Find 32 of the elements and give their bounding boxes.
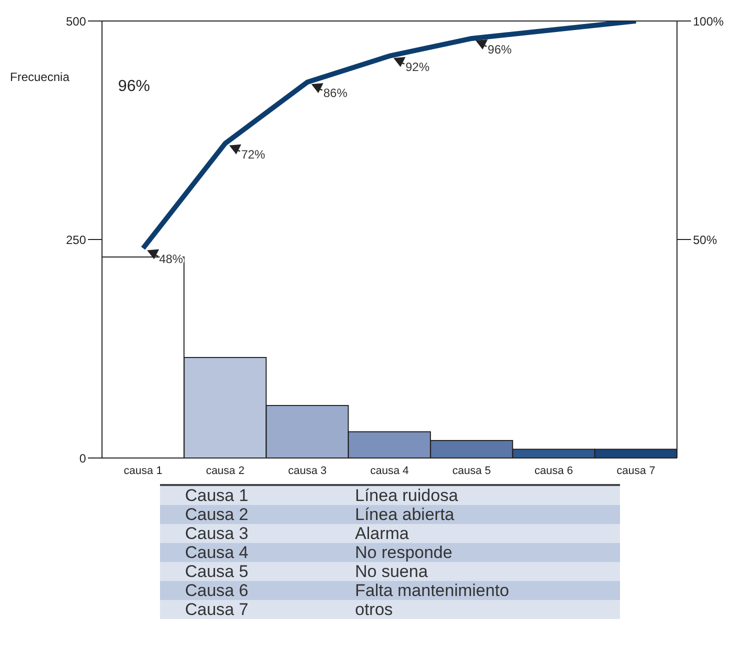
text: Falta mantenimiento xyxy=(355,581,510,600)
text: Alarma xyxy=(355,524,409,543)
text: No suena xyxy=(355,562,428,581)
annotation: 96% xyxy=(118,78,150,96)
x-tick-label: causa 5 xyxy=(452,464,491,477)
y2-tick-label: 100% xyxy=(693,14,724,28)
x-tick-label: causa 1 xyxy=(124,464,162,477)
text: otros xyxy=(355,600,393,619)
y-tick-label: 0 xyxy=(79,451,86,466)
text: Causa 4 xyxy=(184,543,250,562)
y-tick-label: 250 xyxy=(66,232,86,247)
y-tick-label: 500 xyxy=(66,14,86,28)
text: No responde xyxy=(355,543,452,562)
text: Causa 5 xyxy=(184,562,250,581)
text: Causa 7 xyxy=(184,600,250,619)
data-label: 96% xyxy=(488,42,512,56)
text: Causa 2 xyxy=(184,505,250,524)
text: Línea abierta xyxy=(355,505,454,524)
text: Causa 6 xyxy=(184,581,250,600)
data-label: 72% xyxy=(241,147,266,162)
y-axis-title: Frecuecnia xyxy=(10,70,70,84)
y2-tick-label: 50% xyxy=(693,232,718,247)
x-tick-label: causa 7 xyxy=(616,464,656,477)
x-tick-label: causa 6 xyxy=(534,464,574,477)
x-tick-label: causa 2 xyxy=(206,464,244,477)
x-tick-label: causa 4 xyxy=(370,464,409,477)
data-label: 92% xyxy=(406,60,430,74)
text: Línea ruidosa xyxy=(355,486,458,505)
text: Causa 3 xyxy=(184,524,250,543)
data-label: 86% xyxy=(323,86,348,100)
text: Causa 1 xyxy=(184,486,250,505)
x-tick-label: causa 3 xyxy=(288,464,327,477)
